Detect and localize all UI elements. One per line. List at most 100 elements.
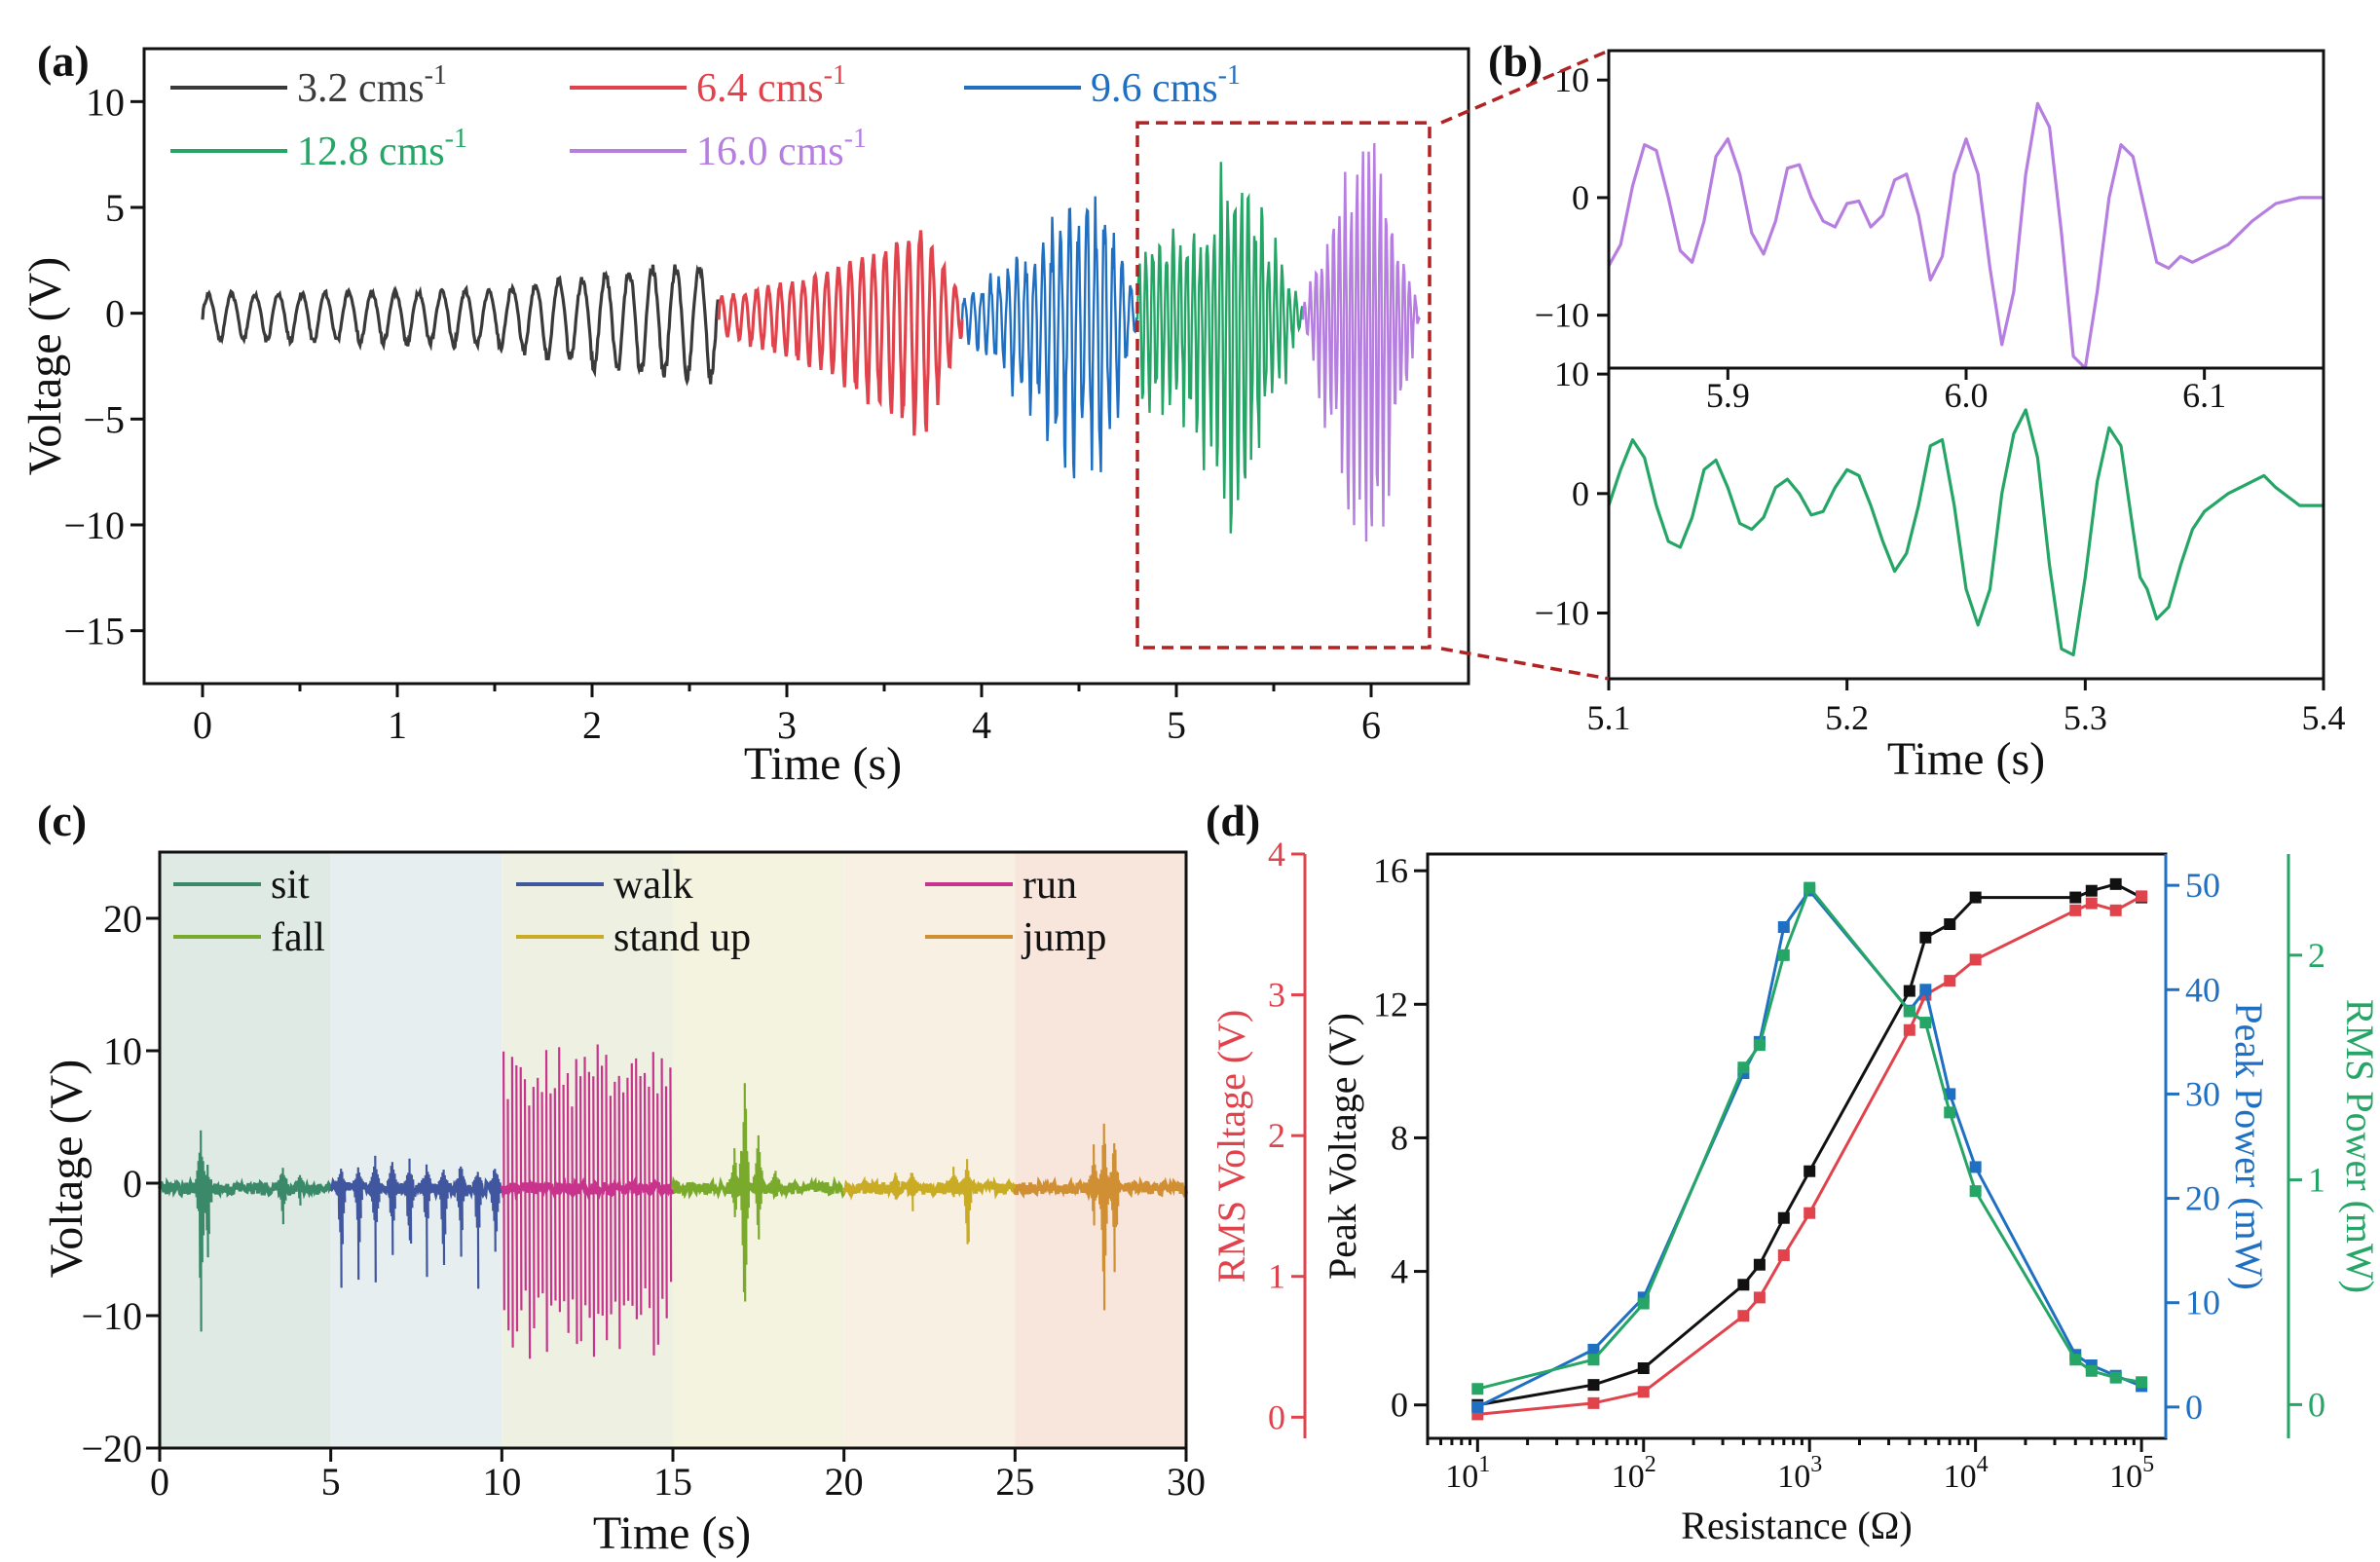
marker-d-0-2 [1637,1362,1650,1374]
y-tick-label-d-2-4: 40 [2185,970,2220,1009]
y-tick-label-c-0: 20 [103,897,142,941]
legend-label-a-1: 6.4 cms-1 [696,60,846,111]
series-line-a-1 [717,230,964,436]
marker-d-2-1 [1587,1343,1600,1356]
y-tick-label-d-0-0: 0 [1391,1386,1408,1425]
marker-d-1-10 [1969,953,1982,966]
x-tick-label-c-3: 15 [653,1460,692,1504]
marker-d-3-7 [1903,1005,1915,1018]
y-tick-label-c-1: 10 [103,1029,142,1073]
x-tick-label-c-0: 0 [150,1460,169,1504]
marker-d-1-6 [1804,1207,1816,1219]
y-tick-label-a-0: 10 [86,80,125,124]
y-tick-label-d-1-0: 0 [1268,1397,1285,1436]
marker-d-3-13 [2109,1371,2122,1384]
plot-frame-a [142,47,1470,686]
x-tick-exp-d-0: 1 [1478,1452,1490,1477]
y-tick-label-a-2: 0 [105,292,125,336]
x-tick-label-b-2-1: 5.2 [1825,698,1869,737]
legend-label-a-2: 9.6 cms-1 [1091,60,1241,111]
y-tick-label-b-1-1: 0 [1572,178,1589,217]
x-tick-label-b-1-0: 5.9 [1706,376,1750,415]
marker-d-3-8 [1919,1017,1932,1029]
y-tick-label-d-1-2: 2 [1268,1116,1285,1155]
x-tick-label-c-5: 25 [995,1460,1034,1504]
y-tick-label-d-2-0: 0 [2185,1388,2203,1427]
x-tick-label-a-6: 6 [1361,703,1381,747]
legend-label-a-4: 16.0 cms-1 [696,124,867,174]
marker-d-0-8 [1919,931,1932,944]
plot-frame-b-1 [1607,49,2325,370]
marker-d-3-10 [1969,1185,1982,1198]
x-tick-label-d-4: 105 [2109,1452,2154,1495]
x-tick-label-a-5: 5 [1167,703,1186,747]
y-tick-label-d-0-1: 4 [1391,1252,1408,1291]
panel-label-b: (b) [1488,36,1543,86]
legend-label-a-3: 12.8 cms-1 [297,124,467,174]
marker-d-1-12 [2085,897,2098,910]
marker-d-3-5 [1777,948,1790,961]
y-tick-label-b-2-0: 10 [1554,354,1589,393]
marker-d-1-14 [2136,890,2148,903]
x-tick-label-a-0: 0 [193,703,212,747]
x-axis-label-a: Time (s) [744,738,902,790]
marker-d-0-11 [2069,891,2082,904]
series-line-b-2 [1607,408,2324,657]
y-tick-label-d-2-2: 20 [2185,1179,2220,1218]
legend-label-c-5: jump [1021,915,1106,960]
marker-d-0-4 [1753,1258,1766,1271]
x-tick-label-d-0: 101 [1445,1452,1490,1495]
legend-unit-a-0: cms [358,66,425,111]
marker-d-3-3 [1737,1061,1750,1074]
marker-d-2-5 [1777,921,1790,933]
legend-label-c-1: walk [614,863,693,908]
x-axis-label-b: Time (s) [1887,733,2045,785]
series-line-d-2 [1476,888,2142,1409]
legend-label-c-3: fall [271,915,325,960]
legend-exp-a-2: -1 [1218,60,1241,91]
x-tick-label-b-2-3: 5.4 [2302,698,2346,737]
zoom-line-top [1440,49,1610,125]
marker-d-1-4 [1753,1291,1766,1304]
y-tick-label-d-0-4: 16 [1373,851,1408,890]
plot-frame-b-2 [1607,366,2325,681]
series-line-a-4 [1301,142,1422,542]
y-axis-title-d-0: Peak Voltage (V) [1320,1013,1364,1280]
y-tick-label-d-3-1: 1 [2308,1161,2325,1200]
legend-value-a-0: 3.2 [297,66,358,111]
x-tick-label-c-1: 5 [321,1460,341,1504]
x-tick-label-c-2: 10 [482,1460,521,1504]
series-line-a-2 [960,196,1139,479]
marker-d-0-3 [1737,1279,1750,1291]
y-tick-label-b-1-2: −10 [1535,296,1589,335]
series-line-b-1 [1607,101,2324,370]
signal-c-1 [335,1155,501,1289]
band-5 [1015,852,1186,1448]
series-line-d-1 [1477,895,2142,1416]
legend-unit-a-2: cms [1152,66,1218,111]
signal-c-2 [502,1044,673,1359]
marker-d-0-7 [1903,985,1915,997]
x-tick-label-b-2-0: 5.1 [1587,698,1631,737]
y-tick-label-b-2-2: −10 [1535,594,1589,633]
x-tick-label-d-3: 104 [1944,1452,1989,1495]
y-tick-label-d-3-0: 0 [2308,1385,2325,1424]
x-tick-label-c-6: 30 [1167,1460,1206,1504]
y-tick-label-a-5: −15 [63,610,125,653]
x-tick-label-a-1: 1 [388,703,407,747]
x-tick-label-b-2-2: 5.3 [2064,698,2107,737]
y-tick-label-d-1-3: 3 [1268,976,1285,1015]
marker-d-0-6 [1804,1165,1816,1177]
y-axis-title-d-3: RMS Power (mW) [2338,999,2380,1293]
series-line-d-0 [1477,882,2142,1407]
x-tick-exp-d-3: 4 [1977,1452,1989,1477]
y-tick-label-a-4: −10 [63,503,125,547]
marker-d-3-1 [1587,1354,1600,1366]
marker-d-1-1 [1587,1396,1600,1409]
zoom-line-bottom [1440,647,1610,681]
marker-d-2-8 [1919,984,1932,996]
marker-d-0-10 [1969,891,1982,904]
y-tick-label-d-3-2: 2 [2308,936,2325,975]
